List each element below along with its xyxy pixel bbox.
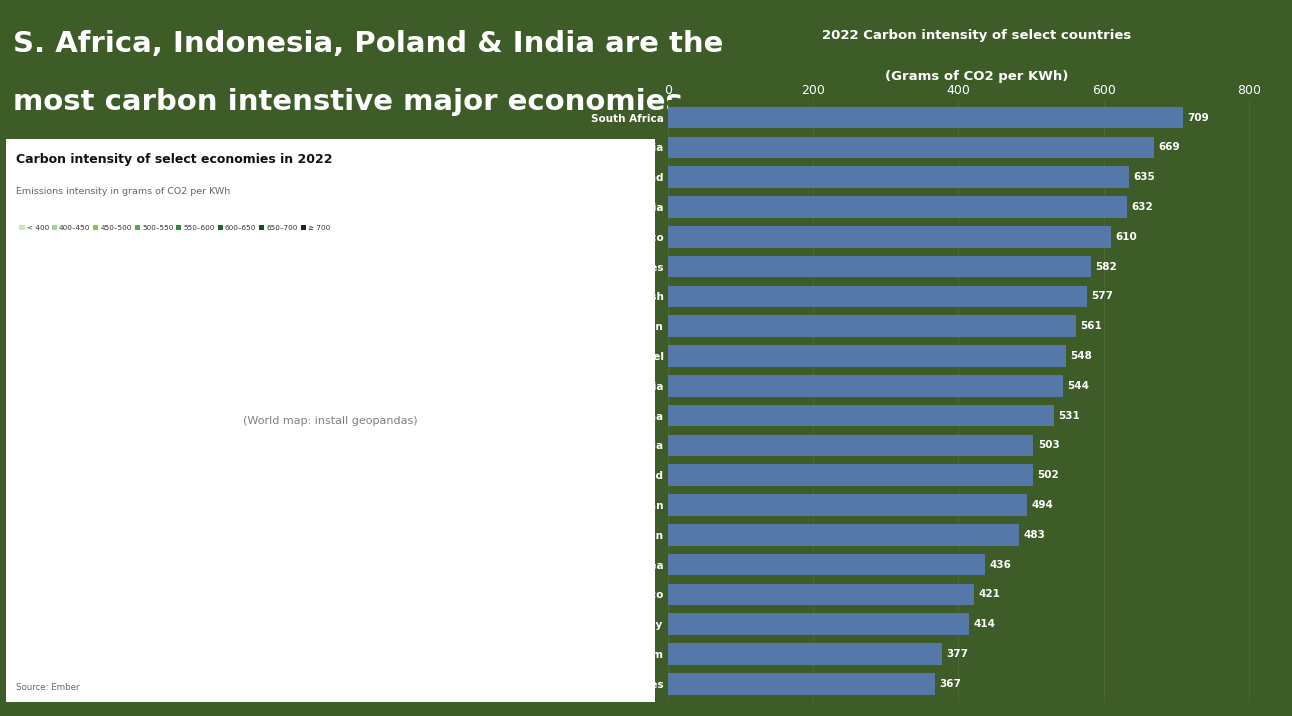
Text: S. Africa, Indonesia, Poland & India are the: S. Africa, Indonesia, Poland & India are… [13, 30, 724, 59]
Text: 635: 635 [1133, 172, 1155, 182]
Text: 610: 610 [1115, 232, 1137, 242]
Text: 2022 Carbon intensity of select countries: 2022 Carbon intensity of select countrie… [822, 29, 1132, 42]
Text: 502: 502 [1037, 470, 1058, 480]
Text: 548: 548 [1070, 351, 1092, 361]
Text: most carbon intenstive major economies: most carbon intenstive major economies [13, 88, 682, 116]
Bar [668, 435, 1034, 456]
Bar [668, 107, 1183, 128]
Text: 561: 561 [1080, 321, 1102, 332]
Legend: < 400, 400–450, 450–500, 500–550, 550–600, 600–650, 650–700, ≥ 700: < 400, 400–450, 450–500, 500–550, 550–60… [17, 222, 333, 233]
Text: 577: 577 [1092, 291, 1114, 301]
Bar [668, 465, 1032, 486]
Bar [668, 256, 1090, 277]
Text: 531: 531 [1058, 410, 1080, 420]
Bar [668, 226, 1111, 248]
Bar [668, 345, 1066, 367]
Bar [668, 137, 1154, 158]
Bar [668, 554, 985, 576]
Bar [668, 673, 934, 695]
Bar [668, 166, 1129, 188]
Text: 436: 436 [988, 560, 1010, 570]
Text: 377: 377 [946, 649, 968, 659]
Text: Source: Ember: Source: Ember [17, 682, 80, 692]
Bar [668, 316, 1075, 337]
Bar [668, 405, 1054, 426]
Text: 494: 494 [1031, 500, 1053, 510]
Text: 421: 421 [978, 589, 1000, 599]
Text: 582: 582 [1096, 261, 1116, 271]
Bar [668, 196, 1127, 218]
Text: 483: 483 [1023, 530, 1045, 540]
Bar [668, 286, 1087, 307]
Text: (World map: install geopandas): (World map: install geopandas) [243, 415, 419, 425]
Text: 503: 503 [1037, 440, 1059, 450]
Bar [668, 584, 974, 605]
Bar [668, 524, 1019, 546]
Text: Carbon intensity of select economies in 2022: Carbon intensity of select economies in … [17, 153, 332, 166]
Text: 414: 414 [973, 619, 995, 629]
Bar [668, 614, 969, 635]
Text: 367: 367 [939, 679, 961, 689]
Text: 709: 709 [1187, 112, 1209, 122]
Text: 632: 632 [1132, 202, 1154, 212]
Text: 544: 544 [1067, 381, 1089, 391]
Text: Emissions intensity in grams of CO2 per KWh: Emissions intensity in grams of CO2 per … [17, 187, 230, 196]
Text: (Grams of CO2 per KWh): (Grams of CO2 per KWh) [885, 70, 1068, 83]
Text: 669: 669 [1159, 142, 1180, 153]
Bar [668, 643, 942, 664]
Bar [668, 494, 1027, 516]
Bar [668, 375, 1063, 397]
